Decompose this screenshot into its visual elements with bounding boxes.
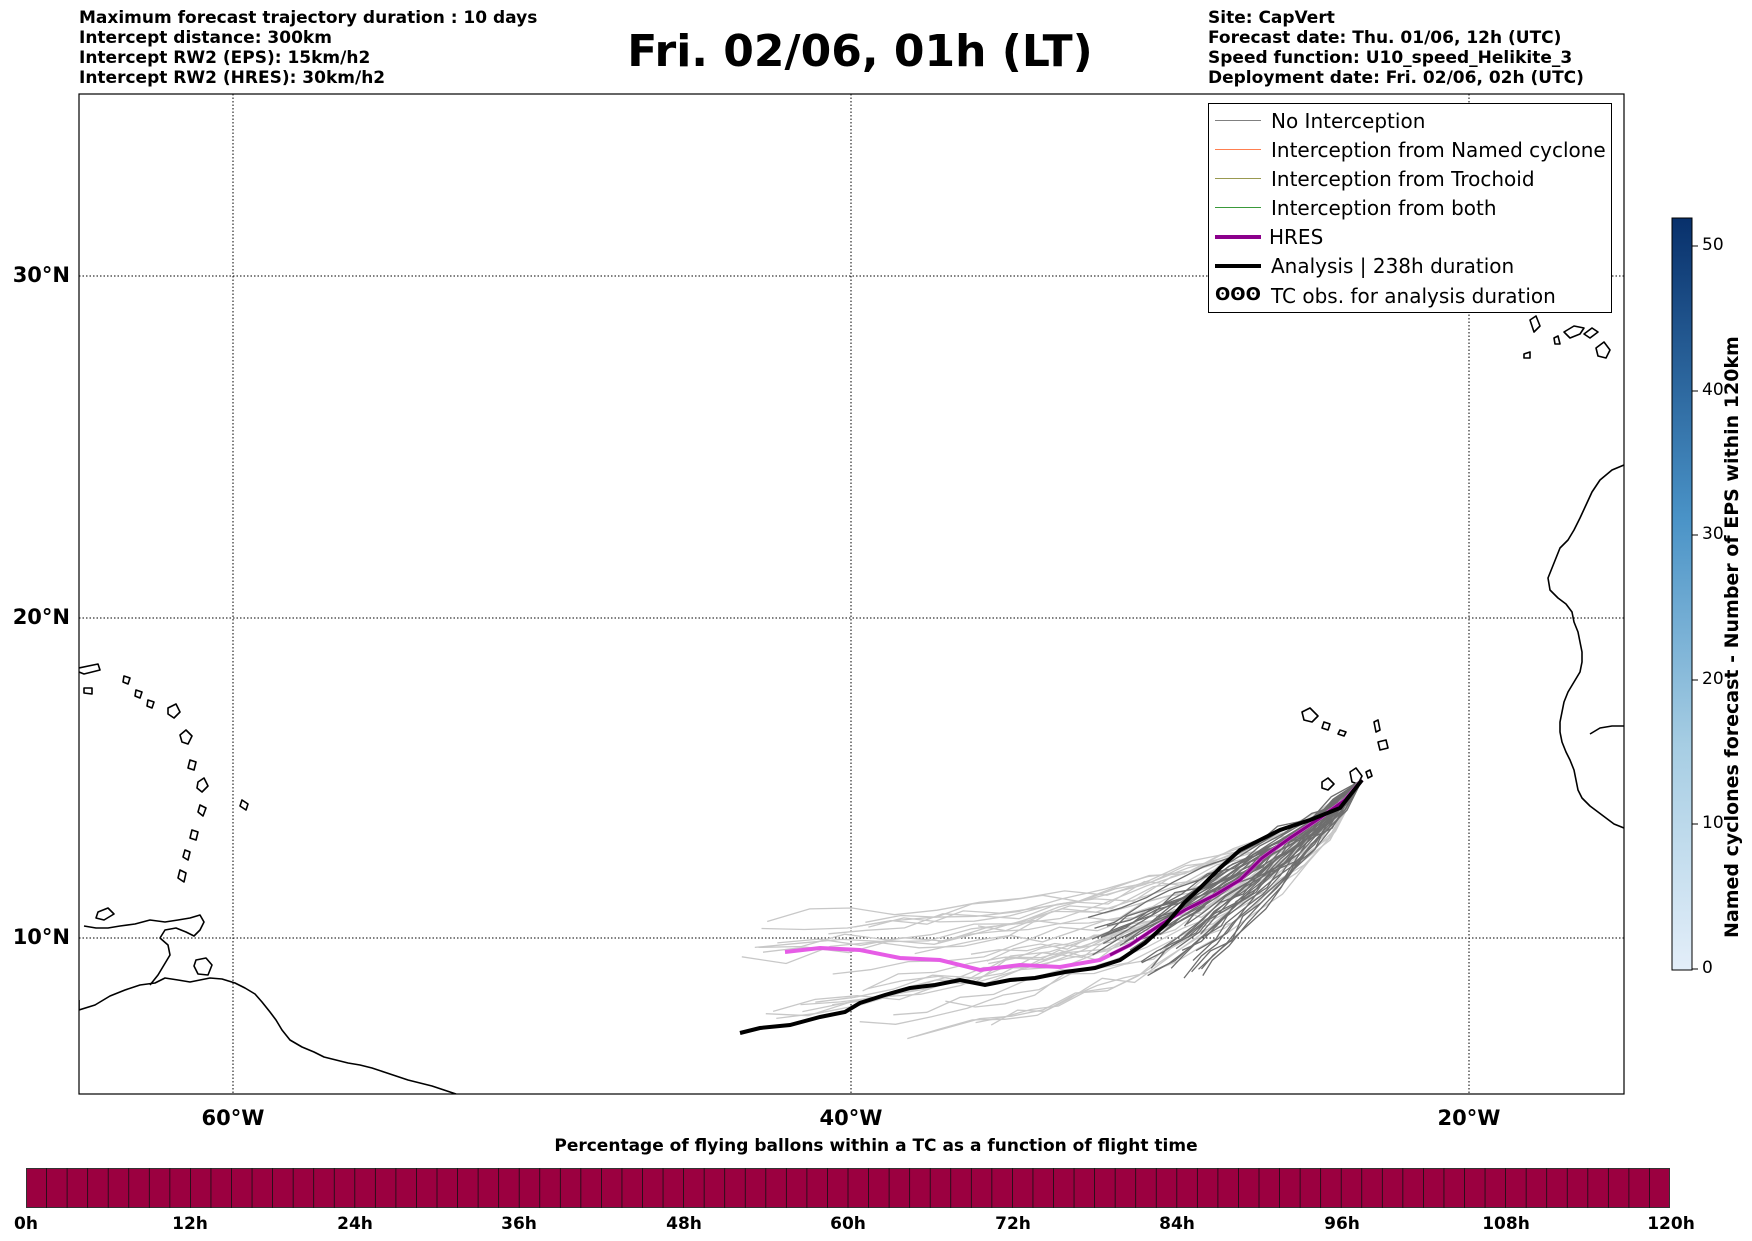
coastline-south-america: [79, 977, 457, 1094]
legend-label: Interception from both: [1271, 196, 1497, 220]
header-left-line: Intercept RW2 (EPS): 15km/h2: [79, 48, 371, 68]
flight-time-tick-label: 0h: [14, 1214, 38, 1234]
colorbar-tick-label: 50: [1702, 235, 1724, 255]
legend-item-no-interception: No Interception: [1209, 109, 1611, 133]
header-left-line: Intercept RW2 (HRES): 30km/h2: [79, 68, 386, 88]
legend-item-named-cyclone: Interception from Named cyclone: [1209, 138, 1611, 162]
eps-trajectory-line: [975, 779, 1363, 1024]
eps-trajectory-line: [1201, 779, 1363, 970]
eps-trajectory-line: [1181, 779, 1363, 951]
legend-swatch: [1215, 235, 1261, 239]
lon-label-40w: 40°W: [819, 1106, 883, 1130]
island-trinidad: [193, 957, 213, 976]
coastline-africa: [1547, 464, 1624, 829]
page-title: Fri. 02/06, 01h (LT): [627, 26, 1093, 77]
flight-time-colorbar: [26, 1168, 1670, 1208]
coastline-africa-bight: [1589, 725, 1624, 735]
flight-time-tick-label: 96h: [1324, 1214, 1360, 1234]
analysis-trajectory-line: [739, 778, 1364, 1035]
header-right-line: Speed function: U10_speed_Helikite_3: [1208, 48, 1573, 68]
eps-trajectory-line: [1159, 779, 1363, 951]
legend-item-trochoid: Interception from Trochoid: [1209, 167, 1611, 191]
flight-time-tick-label: 84h: [1159, 1214, 1195, 1234]
named-cyclones-colorbar: [1671, 217, 1693, 971]
colorbar-tick-label: 40: [1702, 380, 1724, 400]
legend-label: Interception from Trochoid: [1271, 167, 1535, 191]
coastline-venezuela: [79, 914, 205, 1010]
map-frame: [78, 93, 1625, 1095]
eps-trajectory-line: [1170, 779, 1363, 969]
colorbar-tick-label: 10: [1702, 813, 1724, 833]
legend-item-both: Interception from both: [1209, 196, 1611, 220]
eps-trajectory-line: [1100, 779, 1363, 938]
colorbar-ticks: [1692, 245, 1698, 970]
header-right-line: Deployment date: Fri. 02/06, 02h (UTC): [1208, 68, 1584, 88]
legend-label: HRES: [1269, 225, 1324, 249]
map-legend: No Interception Interception from Named …: [1208, 103, 1612, 313]
legend-label: Analysis | 238h duration: [1271, 254, 1515, 278]
header-left-info: Maximum forecast trajectory duration : 1…: [79, 8, 537, 88]
legend-swatch: [1215, 207, 1261, 208]
legend-label: Interception from Named cyclone: [1271, 138, 1606, 162]
colorbar-tick-label: 0: [1702, 958, 1713, 978]
flight-time-tick-label: 12h: [172, 1214, 208, 1234]
lon-label-60w: 60°W: [201, 1106, 265, 1130]
eps-trajectory-line: [1147, 779, 1363, 977]
lon-label-20w: 20°W: [1437, 1106, 1501, 1130]
flight-time-colorbar-title: Percentage of flying ballons within a TC…: [554, 1136, 1198, 1156]
flight-time-tick-label: 36h: [501, 1214, 537, 1234]
legend-swatch: [1215, 120, 1261, 121]
eps-trajectory-line: [1191, 779, 1363, 973]
lat-label-20n: 20°N: [12, 605, 70, 629]
colorbar-title: Named cyclones forecast - Number of EPS …: [1721, 336, 1743, 938]
legend-item-analysis: Analysis | 238h duration: [1209, 254, 1611, 278]
header-right-line: Site: CapVert: [1208, 8, 1335, 28]
islands-antilles: [79, 663, 249, 921]
flight-time-tick-label: 48h: [666, 1214, 702, 1234]
legend-item-tc-obs: ʘʘʘ TC obs. for analysis duration: [1209, 284, 1611, 308]
lat-label-30n: 30°N: [12, 263, 70, 287]
flight-time-tick-label: 120h: [1647, 1214, 1695, 1234]
tc-obs-symbol-icon: ʘʘʘ: [1215, 284, 1261, 305]
flight-time-tick-label: 60h: [830, 1214, 866, 1234]
flight-time-tick-label: 24h: [337, 1214, 373, 1234]
header-right-line: Forecast date: Thu. 01/06, 12h (UTC): [1208, 28, 1562, 48]
lat-label-10n: 10°N: [12, 925, 70, 949]
legend-item-hres: HRES: [1209, 225, 1611, 249]
legend-swatch: [1215, 149, 1261, 150]
legend-swatch: [1215, 264, 1261, 268]
colorbar-tick-label: 20: [1702, 669, 1724, 689]
header-left-line: Maximum forecast trajectory duration : 1…: [79, 8, 538, 28]
trajectory-layer: [739, 778, 1364, 1040]
legend-label: TC obs. for analysis duration: [1271, 284, 1556, 308]
colorbar-tick-label: 30: [1702, 524, 1724, 544]
legend-swatch: [1215, 178, 1261, 179]
flight-time-tick-label: 72h: [995, 1214, 1031, 1234]
legend-label: No Interception: [1271, 109, 1426, 133]
flight-time-tick-label: 108h: [1482, 1214, 1530, 1234]
header-right-info: Site: CapVert Forecast date: Thu. 01/06,…: [1208, 8, 1584, 88]
header-left-line: Intercept distance: 300km: [79, 28, 332, 48]
